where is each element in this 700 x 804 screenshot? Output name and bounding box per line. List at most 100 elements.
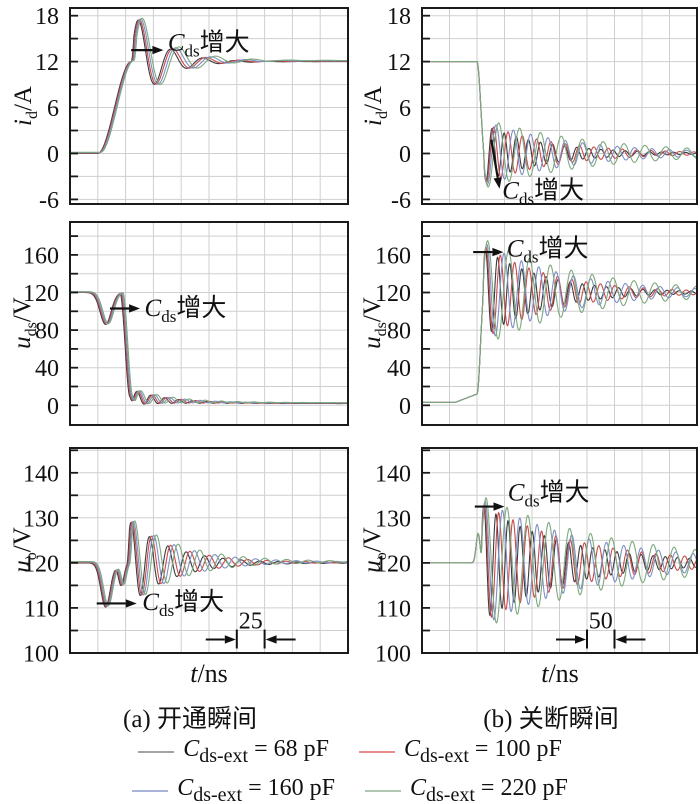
curve-C_ds-ext = 220 pF [422, 497, 697, 624]
legend-label: Cds-ext = 100 pF [404, 736, 562, 767]
y-tick-label: 40 [387, 356, 411, 382]
scale-value-label: 50 [589, 609, 613, 635]
waveform-curves [70, 520, 348, 608]
y-tick-label: 140 [375, 461, 411, 487]
gridlines [422, 8, 697, 204]
plot-border [421, 447, 698, 654]
y-tick-label: 18 [387, 4, 411, 30]
scale-value-label: 25 [239, 609, 263, 635]
y-tick-label: 0 [399, 142, 411, 168]
curve-C_ds-ext = 220 pF [70, 17, 348, 153]
cds-increase-annotation: Cds增大 [502, 176, 584, 208]
y-axis-ticks [422, 449, 430, 654]
time-scale-marker: 50 [556, 609, 646, 649]
y-axis-label-id-left: id/A [10, 86, 41, 126]
y-tick-label: 40 [35, 356, 59, 382]
subplot-id-turn-off: 18 12 6 0 -6 Cds增大 [387, 4, 698, 214]
y-tick-label: 160 [375, 243, 411, 269]
cds-increase-annotation: Cds增大 [168, 29, 250, 61]
subplot-uds-turn-on: 160 120 80 40 0 Cds增大 [23, 221, 349, 426]
legend-row-2: Cds-ext = 160 pF Cds-ext = 220 pF [0, 775, 700, 804]
waveform-curves [422, 497, 697, 624]
y-axis-label-uds-right: uds/V [359, 297, 390, 349]
subplot-uo-turn-off: 140 130 120 110 100 Cds增大 50 [375, 447, 698, 668]
time-scale-marker: 25 [205, 609, 296, 649]
y-axis-ticks [70, 235, 78, 407]
y-tick-label: 120 [23, 281, 59, 307]
caption-turn-off: (b) 关断瞬间 [483, 706, 619, 733]
plot-border [421, 221, 698, 426]
y-tick-label: -6 [391, 188, 411, 214]
waveform-curves [70, 17, 348, 155]
curve-C_ds-ext = 220 pF [422, 61, 697, 188]
gridlines [70, 448, 348, 653]
plot-border [421, 7, 698, 205]
y-tick-label: 6 [399, 96, 411, 122]
y-tick-label: 12 [387, 50, 411, 76]
legend-item-220pF: Cds-ext = 220 pF [365, 775, 568, 804]
cds-increase-annotation: Cds增大 [508, 479, 590, 511]
subplot-uo-turn-on: 140 130 120 110 100 Cds增大 25 [23, 447, 349, 668]
gridlines [422, 222, 697, 425]
y-axis-label-uo-left: uo/V [9, 527, 40, 573]
annotation-group: Cds增大 [474, 479, 590, 511]
y-tick-label: 6 [47, 96, 59, 122]
legend-label: Cds-ext = 68 pF [183, 736, 329, 767]
y-tick-label: 160 [23, 243, 59, 269]
gridlines [70, 222, 348, 425]
y-tick-label: 80 [387, 319, 411, 345]
x-axis-label-left: t/ns [190, 659, 228, 688]
annotation-group: Cds增大 [96, 588, 224, 620]
legend-line-swatch [359, 750, 395, 753]
waveform-curves [422, 61, 697, 188]
y-tick-label: 0 [399, 394, 411, 420]
x-axis-label-right: t/ns [541, 659, 579, 688]
curve-C_ds-ext = 220 pF [70, 291, 348, 404]
gridlines [70, 8, 348, 204]
plot-border [69, 447, 349, 654]
y-axis-label-id-right: id/A [360, 86, 391, 126]
y-tick-label: 130 [375, 506, 411, 532]
legend-label: Cds-ext = 160 pF [177, 774, 335, 804]
y-axis-ticks [422, 235, 430, 407]
curve-C_ds-ext = 220 pF [70, 520, 348, 607]
y-tick-label: 100 [23, 642, 59, 668]
y-tick-label: 120 [23, 551, 59, 577]
waveform-curves [70, 291, 348, 405]
y-tick-label: 110 [376, 596, 411, 622]
annotation-group: Cds增大 [490, 139, 584, 208]
y-axis-label-uds-left: uds/V [9, 297, 40, 349]
legend-label: Cds-ext = 220 pF [410, 774, 568, 804]
y-tick-label: 140 [23, 461, 59, 487]
caption-turn-on: (a) 开通瞬间 [123, 706, 257, 733]
annotation-group: Cds增大 [473, 234, 589, 266]
legend-item-100pF: Cds-ext = 100 pF [359, 736, 562, 768]
legend-item-68pF: Cds-ext = 68 pF [138, 736, 329, 768]
y-tick-label: 100 [375, 642, 411, 668]
legend-line-swatch [138, 750, 175, 753]
y-tick-label: 110 [24, 596, 59, 622]
plot-border [69, 7, 349, 205]
y-axis-ticks [422, 14, 430, 201]
y-tick-label: 80 [35, 319, 59, 345]
y-tick-label: -6 [39, 188, 59, 214]
legend-row-1: Cds-ext = 68 pF Cds-ext = 100 pF [0, 736, 700, 768]
y-axis-ticks [70, 449, 78, 654]
plot-border [69, 221, 349, 426]
legend-line-swatch [132, 789, 169, 792]
y-tick-label: 120 [375, 281, 411, 307]
legend: Cds-ext = 68 pF Cds-ext = 100 pF Cds-ext = … [0, 736, 700, 804]
curve-C_ds-ext = 220 pF [422, 240, 697, 403]
cds-increase-annotation: Cds增大 [145, 294, 227, 326]
legend-line-swatch [365, 789, 401, 792]
y-axis-label-uo-right: uo/V [359, 527, 390, 573]
subplot-id-turn-on: 18 12 6 0 -6 Cds增大 [35, 4, 349, 214]
y-tick-label: 120 [375, 551, 411, 577]
y-tick-label: 12 [35, 50, 59, 76]
waveform-curves [422, 240, 697, 403]
annotation-group: Cds增大 [131, 29, 250, 61]
y-tick-label: 0 [47, 142, 59, 168]
y-tick-label: 130 [23, 506, 59, 532]
cds-increase-annotation: Cds增大 [142, 588, 224, 620]
